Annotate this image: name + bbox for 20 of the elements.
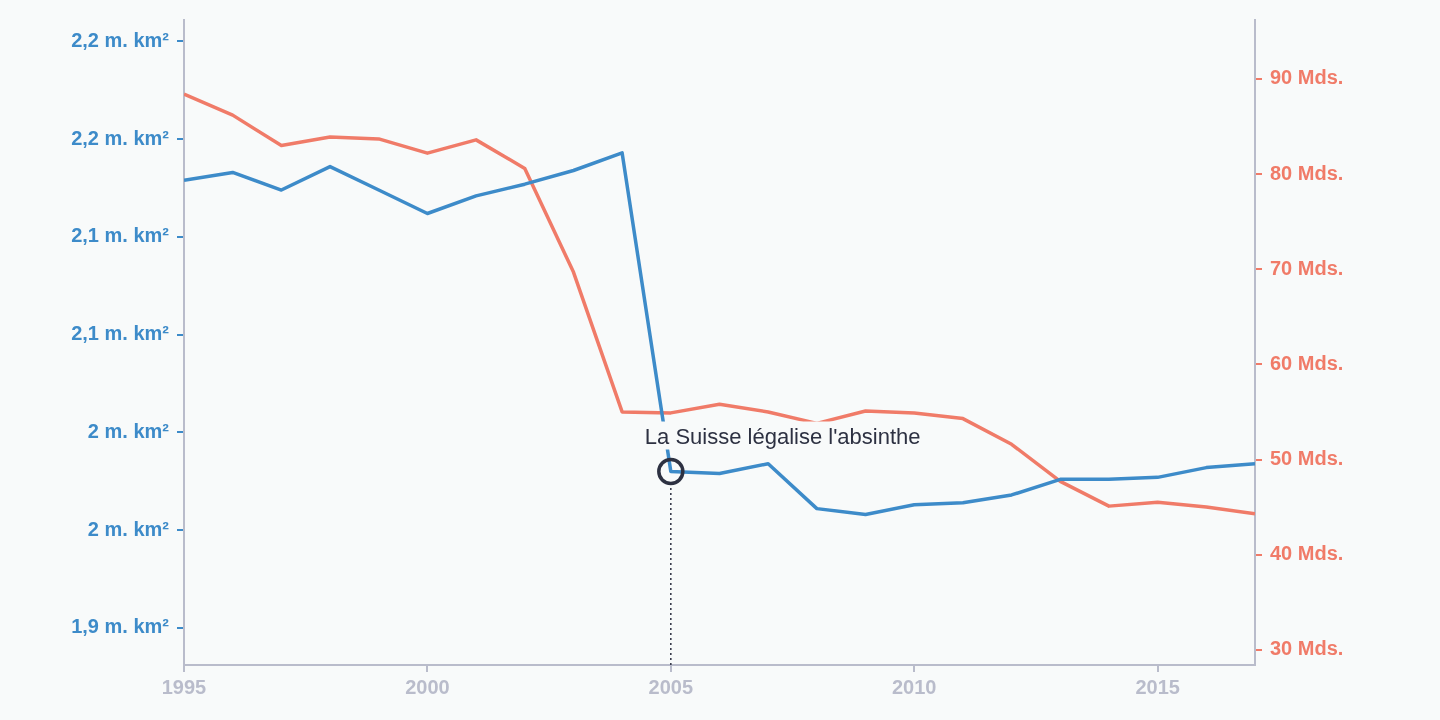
- annotation: La Suisse légalise l'absinthe: [644, 423, 921, 449]
- y-tick-label: 2,1 m. km²: [71, 322, 170, 345]
- x-tick-label: 2015: [1135, 675, 1180, 698]
- y-tick-label: 2,2 m. km²: [71, 126, 170, 149]
- y2-tick-label: 90 Mds.: [1270, 66, 1344, 89]
- y-tick-label: 2 m. km²: [87, 517, 170, 540]
- y2-tick-label: 50 Mds.: [1270, 447, 1344, 470]
- y2-tick-label: 70 Mds.: [1270, 256, 1344, 279]
- y-tick-label: 1,9 m. km²: [71, 615, 170, 638]
- y2-tick-label: 80 Mds.: [1270, 161, 1344, 184]
- y2-tick-label: 60 Mds.: [1270, 351, 1344, 374]
- y2-tick-label: 40 Mds.: [1270, 542, 1344, 565]
- y-tick-label: 2,2 m. km²: [71, 29, 170, 52]
- x-tick-label: 2010: [891, 675, 937, 698]
- x-tick-label: 1995: [161, 675, 207, 698]
- x-tick-label: 2005: [648, 675, 694, 698]
- y2-tick-label: 30 Mds.: [1270, 637, 1344, 660]
- y-tick-label: 2 m. km²: [87, 419, 170, 442]
- x-tick-label: 2000: [405, 675, 450, 698]
- y-tick-label: 2,1 m. km²: [71, 224, 170, 247]
